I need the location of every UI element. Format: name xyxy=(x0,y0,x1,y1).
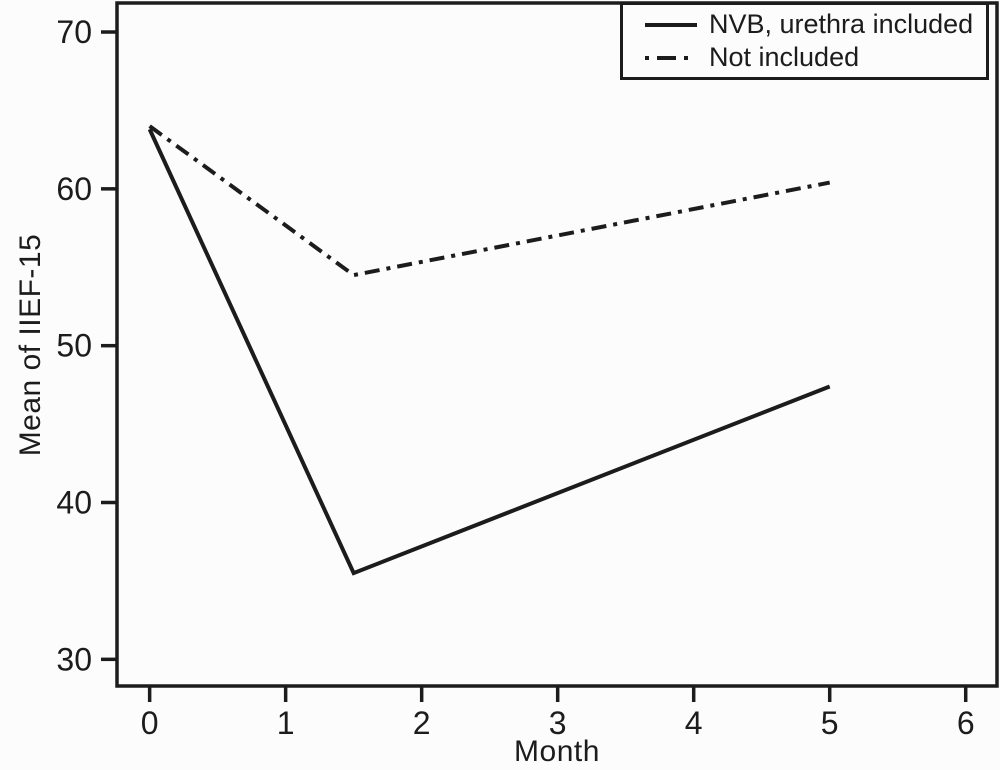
legend: NVB, urethra included Not included xyxy=(620,2,989,80)
dash-dot-line-sample-icon xyxy=(645,55,688,60)
series-line-solid xyxy=(147,128,831,576)
legend-item-dash-dot: Not included xyxy=(644,44,986,71)
legend-item-solid: NVB, urethra included xyxy=(644,11,986,38)
x-tick-label: 0 xyxy=(141,705,159,741)
x-tick-label: 1 xyxy=(277,705,295,741)
series-line-dash-dot xyxy=(148,124,831,278)
legend-label-solid: NVB, urethra included xyxy=(709,9,974,39)
y-tick-label: 40 xyxy=(56,485,92,521)
x-axis-title: Month xyxy=(514,735,600,768)
legend-label-dash-dot: Not included xyxy=(709,42,860,72)
x-tick-label: 4 xyxy=(685,705,703,741)
y-tick-label: 50 xyxy=(56,328,92,364)
x-tick-label: 5 xyxy=(821,705,839,741)
y-axis-title: Mean of IIEF-15 xyxy=(14,233,47,457)
x-tick-label: 6 xyxy=(957,705,975,741)
solid-line-sample-icon xyxy=(645,22,697,27)
y-tick-label: 70 xyxy=(56,14,92,50)
x-tick-label: 3 xyxy=(549,705,567,741)
y-tick-label: 30 xyxy=(56,641,92,677)
plot-frame xyxy=(115,1,999,688)
y-tick-label: 60 xyxy=(56,171,92,207)
x-tick-label: 2 xyxy=(413,705,431,741)
